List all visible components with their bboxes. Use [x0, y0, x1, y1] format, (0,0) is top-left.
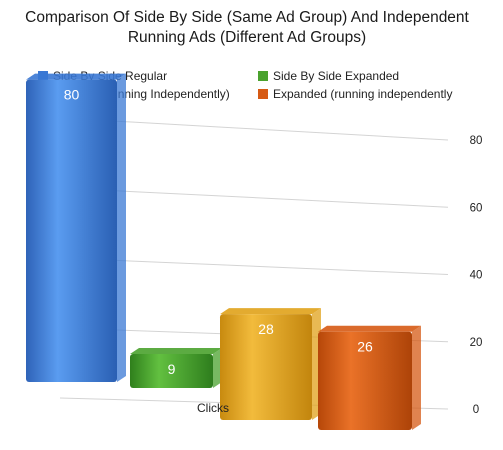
bar-side-by-side-regular [26, 73, 126, 382]
bar-value-label-side-by-side-expanded: 9 [168, 361, 176, 377]
legend-swatch-side-by-side-expanded [258, 71, 268, 81]
bar-front-side-by-side-regular [26, 79, 117, 382]
bar-side-by-side-expanded [130, 347, 222, 388]
y-tick-label-0: 0 [473, 404, 479, 416]
bar-front-expanded-independent [318, 331, 412, 430]
bar-top-expanded-independent [318, 325, 421, 332]
x-category-label: Clicks [197, 401, 229, 415]
bar-expanded-independent [318, 325, 421, 430]
bar-side-side-by-side-regular [117, 73, 126, 382]
bar-side-expanded-independent [412, 325, 421, 430]
bar-front-side-by-side-expanded [130, 353, 213, 388]
bar-value-label-side-by-side-regular: 80 [64, 87, 80, 103]
y-tick-label-40: 40 [470, 270, 483, 282]
chart-title-line-2: Running Ads (Different Ad Groups) [128, 29, 366, 46]
legend-label-expanded-independent: Expanded (running independently [273, 87, 452, 101]
bar-top-regular-independent [220, 308, 321, 315]
y-tick-label-80: 80 [470, 135, 483, 147]
bar-top-side-by-side-expanded [130, 347, 222, 354]
chart-title-line-1: Comparison Of Side By Side (Same Ad Grou… [25, 9, 469, 26]
bar-regular-independent [220, 308, 321, 420]
bar-side-side-by-side-expanded [213, 347, 222, 388]
bar-top-side-by-side-regular [26, 73, 126, 80]
bar-front-regular-independent [220, 314, 312, 420]
bar-value-label-expanded-independent: 26 [357, 339, 373, 355]
y-tick-label-60: 60 [470, 202, 483, 214]
legend-label-side-by-side-expanded: Side By Side Expanded [273, 69, 399, 83]
bar-value-label-regular-independent: 28 [258, 321, 274, 337]
y-tick-label-20: 20 [470, 337, 483, 349]
legend-swatch-expanded-independent [258, 89, 268, 99]
